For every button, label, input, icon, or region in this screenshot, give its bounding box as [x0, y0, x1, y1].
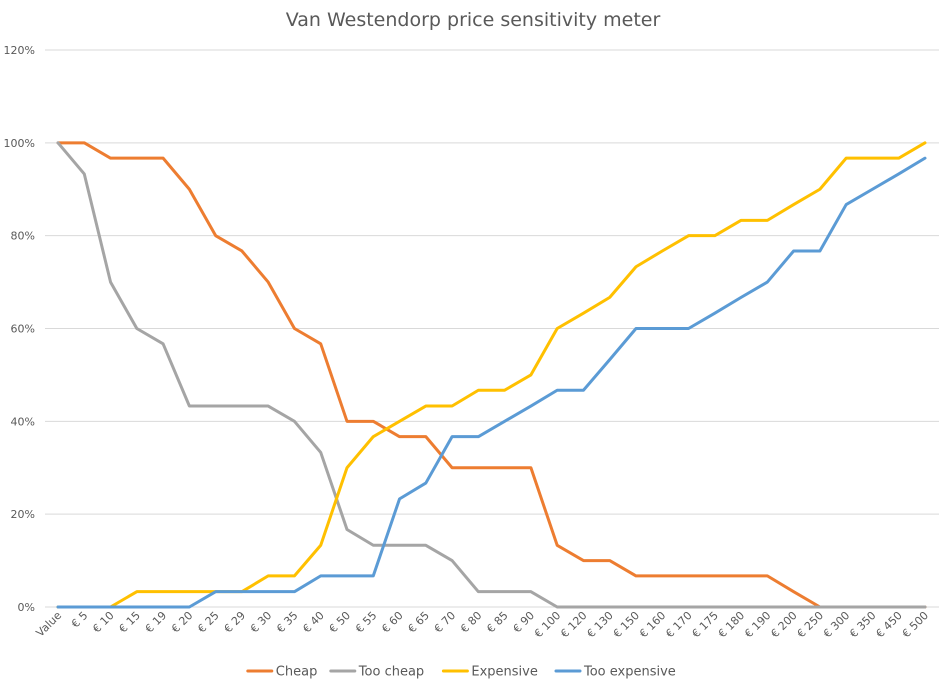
- legend-item-expensive[interactable]: Expensive: [441, 665, 538, 680]
- x-tick-label: € 70: [432, 609, 459, 636]
- x-tick-label: € 180: [716, 609, 747, 640]
- x-tick-label: € 55: [353, 609, 380, 636]
- x-tick-label: Value: [34, 609, 65, 640]
- x-tick-label: € 85: [484, 609, 511, 636]
- x-tick-label: € 300: [821, 609, 852, 640]
- x-tick-label: € 80: [458, 609, 485, 636]
- series-line-too-cheap: [56, 141, 927, 609]
- x-tick-label: € 29: [222, 609, 249, 636]
- legend-label-cheap: Cheap: [276, 665, 318, 680]
- series-line-too-expensive: [56, 156, 927, 609]
- x-tick-label: € 190: [742, 609, 773, 640]
- x-tick-label: € 35: [274, 609, 301, 636]
- x-tick-label: € 160: [637, 609, 668, 640]
- y-tick-label: 20%: [11, 508, 35, 521]
- series-lines: [56, 141, 927, 609]
- y-tick-label: 60%: [11, 323, 35, 336]
- gridlines: [45, 49, 939, 608]
- x-tick-label: € 15: [116, 609, 143, 636]
- x-tick-label: € 175: [689, 609, 720, 640]
- x-tick-label: € 25: [195, 609, 222, 636]
- x-tick-label: € 40: [300, 609, 327, 636]
- x-tick-label: € 150: [611, 609, 642, 640]
- x-tick-label: € 19: [143, 609, 170, 636]
- x-tick-label: € 5: [69, 609, 91, 631]
- x-tick-label: € 130: [584, 609, 615, 640]
- y-tick-label: 40%: [11, 415, 35, 428]
- x-tick-label: € 200: [768, 609, 799, 640]
- legend-item-too-cheap[interactable]: Too cheap: [329, 665, 424, 680]
- legend-item-too-expensive[interactable]: Too expensive: [554, 665, 676, 680]
- x-tick-label: € 50: [327, 609, 354, 636]
- x-tick-label: € 30: [248, 609, 275, 636]
- x-tick-label: € 100: [532, 609, 563, 640]
- y-tick-label: 80%: [11, 230, 35, 243]
- legend-label-too-cheap: Too cheap: [358, 665, 424, 680]
- x-tick-label: € 65: [405, 609, 432, 636]
- legend-label-too-expensive: Too expensive: [583, 665, 676, 680]
- legend[interactable]: Cheap Too cheap Expensive Too expensive: [246, 665, 676, 680]
- y-axis-tick-labels: 0% 20% 40% 60% 80% 100% 120%: [4, 44, 35, 614]
- series-line-expensive: [56, 141, 927, 609]
- x-axis-tick-labels: Value € 5 € 10 € 15 € 19 € 20 € 25 € 29 € 30 € 35…: [34, 609, 932, 641]
- x-tick-label: € 120: [558, 609, 589, 640]
- series-line-cheap: [56, 141, 927, 609]
- y-tick-label: 120%: [4, 44, 35, 57]
- x-tick-label: € 350: [847, 609, 878, 640]
- y-tick-label: 100%: [4, 137, 35, 150]
- chart-title: Van Westendorp price sensitivity meter: [286, 9, 661, 31]
- legend-item-cheap[interactable]: Cheap: [246, 665, 318, 680]
- x-tick-label: € 60: [379, 609, 406, 636]
- x-tick-label: € 170: [663, 609, 694, 640]
- legend-label-expensive: Expensive: [471, 665, 537, 680]
- x-tick-label: € 20: [169, 609, 196, 636]
- x-tick-label: € 500: [900, 609, 931, 640]
- x-tick-label: € 450: [873, 609, 904, 640]
- x-tick-label: € 10: [90, 609, 117, 636]
- x-tick-label: € 250: [795, 609, 826, 640]
- y-tick-label: 0%: [18, 601, 35, 614]
